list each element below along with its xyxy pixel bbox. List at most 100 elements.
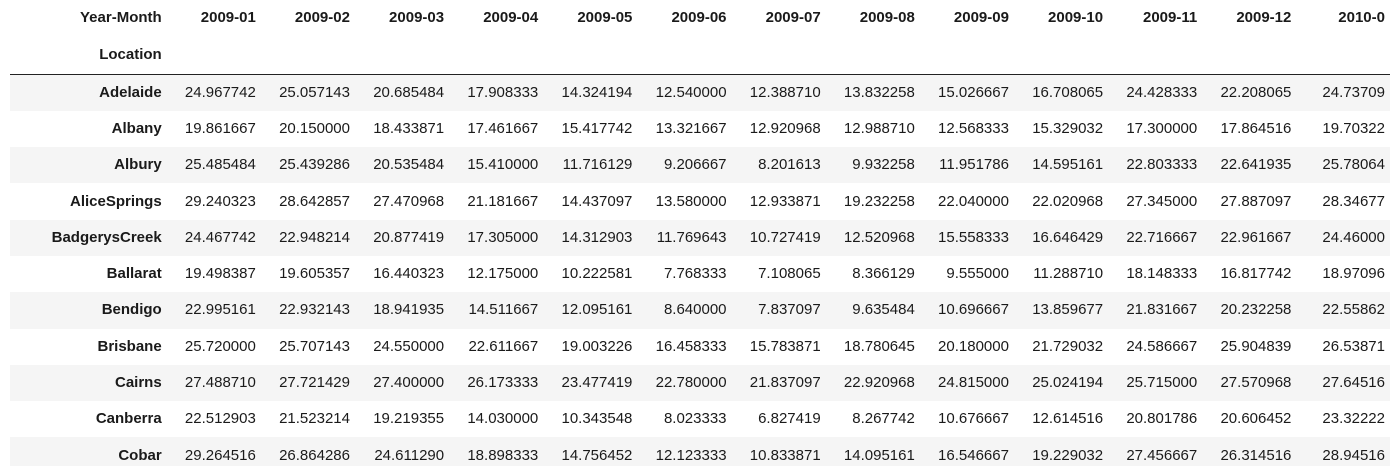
table-cell: 8.267742: [852, 410, 915, 428]
index-name-spacer: [543, 36, 638, 75]
column-header: 2009-10: [1048, 9, 1104, 26]
row-index-label: Brisbane: [97, 337, 162, 355]
table-cell: 19.70322: [1322, 119, 1385, 137]
table-cell: 23.477419: [561, 374, 633, 392]
table-row: BadgerysCreek 24.467742 22.948214 20.877419…: [10, 219, 1390, 256]
table-cell: 24.611290: [374, 446, 445, 464]
table-cell: 20.606452: [1220, 410, 1292, 428]
table-cell: 8.201613: [758, 156, 821, 174]
index-name-label: Location: [10, 36, 167, 75]
table-cell: 19.229032: [1032, 446, 1104, 464]
table-cell: 18.433871: [373, 119, 445, 137]
table-row: Brisbane 25.720000 25.707143 24.550000 22.61…: [10, 328, 1390, 365]
table-cell: 10.343548: [561, 410, 633, 428]
table-row: Albany 19.861667 20.150000 18.433871 17.4616…: [10, 110, 1390, 148]
table-cell: 15.417742: [561, 119, 633, 137]
table-cell: 14.312903: [561, 228, 633, 246]
index-name-spacer: [731, 36, 826, 75]
table-cell: 18.898333: [467, 446, 539, 464]
table-row: Cobar 29.264516 26.864286 24.611290 18.89833…: [10, 437, 1390, 466]
table-cell: 23.32222: [1322, 410, 1385, 428]
table-cell: 29.240323: [184, 192, 256, 210]
table-cell: 10.696667: [938, 301, 1009, 319]
table-cell: 15.329032: [1032, 119, 1104, 137]
table-cell: 28.94516: [1322, 446, 1385, 464]
table-cell: 24.73709: [1322, 83, 1385, 101]
table-cell: 12.933871: [749, 192, 821, 210]
table-cell: 20.150000: [279, 119, 350, 137]
column-header: 2009-05: [577, 9, 633, 26]
column-header: 2009-01: [200, 9, 256, 26]
table-cell: 27.456667: [1126, 446, 1198, 464]
table-cell: 25.057143: [279, 83, 350, 101]
table-cell: 13.321667: [655, 119, 727, 137]
table-cell: 19.219355: [373, 410, 445, 428]
column-header: 2009-11: [1143, 9, 1198, 26]
index-name-spacer: [1202, 36, 1297, 75]
table-cell: 18.97096: [1322, 265, 1385, 283]
table-cell: 24.467742: [184, 228, 256, 246]
table-cell: 14.095161: [843, 446, 915, 464]
table-cell: 27.64516: [1322, 374, 1385, 392]
table-cell: 22.920968: [843, 374, 915, 392]
table-cell: 27.721429: [279, 374, 350, 392]
table-cell: 24.550000: [373, 337, 445, 355]
table-cell: 7.837097: [758, 301, 821, 319]
table-row: Bendigo 22.995161 22.932143 18.941935 14.511…: [10, 292, 1390, 329]
table-cell: 12.388710: [749, 83, 821, 101]
table-cell: 21.729032: [1032, 337, 1104, 355]
table-cell: 22.995161: [184, 301, 256, 319]
table-cell: 22.55862: [1322, 301, 1385, 319]
table-cell: 9.635484: [852, 301, 915, 319]
table-cell: 21.181667: [467, 192, 539, 210]
table-cell: 22.803333: [1126, 156, 1198, 174]
table-cell: 22.611667: [468, 337, 539, 355]
index-name-spacer: [354, 36, 450, 75]
column-header: 2010-0: [1338, 9, 1385, 26]
table-cell: 25.78064: [1322, 156, 1385, 174]
table-cell: 10.222581: [561, 265, 633, 283]
index-name-spacer: [825, 36, 920, 75]
table-cell: 20.685484: [373, 83, 445, 101]
index-name-spacer: [1108, 36, 1203, 75]
table-cell: 16.646429: [1032, 228, 1104, 246]
table-cell: 25.485484: [184, 156, 256, 174]
table-cell: 27.887097: [1220, 192, 1292, 210]
table-cell: 20.877419: [373, 228, 445, 246]
table-cell: 14.324194: [561, 83, 633, 101]
table-cell: 19.605357: [279, 265, 350, 283]
table-cell: 19.232258: [843, 192, 915, 210]
table-cell: 14.756452: [561, 446, 633, 464]
table-row: Canberra 22.512903 21.523214 19.219355 14.03…: [10, 401, 1390, 438]
table-cell: 21.831667: [1126, 301, 1198, 319]
table-header: Year-Month 2009-01 2009-02 2009-03 2009-04 2…: [10, 0, 1390, 75]
table-cell: 6.827419: [758, 410, 821, 428]
column-header: 2009-04: [483, 9, 539, 26]
table-cell: 25.720000: [184, 337, 256, 355]
index-name-row: Location: [10, 36, 1390, 75]
table-cell: 18.148333: [1126, 265, 1198, 283]
table-cell: 20.801786: [1126, 410, 1198, 428]
table-cell: 19.003226: [561, 337, 633, 355]
table-cell: 12.540000: [655, 83, 727, 101]
table-cell: 22.961667: [1220, 228, 1292, 246]
table-cell: 12.123333: [655, 446, 727, 464]
table-cell: 14.437097: [561, 192, 633, 210]
table-cell: 12.095161: [561, 301, 633, 319]
table-cell: 18.780645: [843, 337, 915, 355]
table-cell: 22.780000: [655, 374, 727, 392]
table-cell: 12.568333: [938, 119, 1009, 137]
table-cell: 10.833871: [749, 446, 821, 464]
table-cell: 11.716129: [562, 156, 633, 174]
table-cell: 8.640000: [663, 301, 727, 319]
table-cell: 11.288710: [1033, 265, 1104, 283]
column-header: 2009-12: [1236, 9, 1292, 26]
table-body: Adelaide 24.967742 25.057143 20.685484 17.90…: [10, 74, 1390, 466]
table-cell: 16.817742: [1220, 265, 1292, 283]
index-name-spacer: [449, 36, 544, 75]
table-cell: 11.769643: [656, 228, 727, 246]
table-cell: 16.458333: [655, 337, 727, 355]
table-cell: 27.570968: [1220, 374, 1292, 392]
table-cell: 28.642857: [279, 192, 350, 210]
